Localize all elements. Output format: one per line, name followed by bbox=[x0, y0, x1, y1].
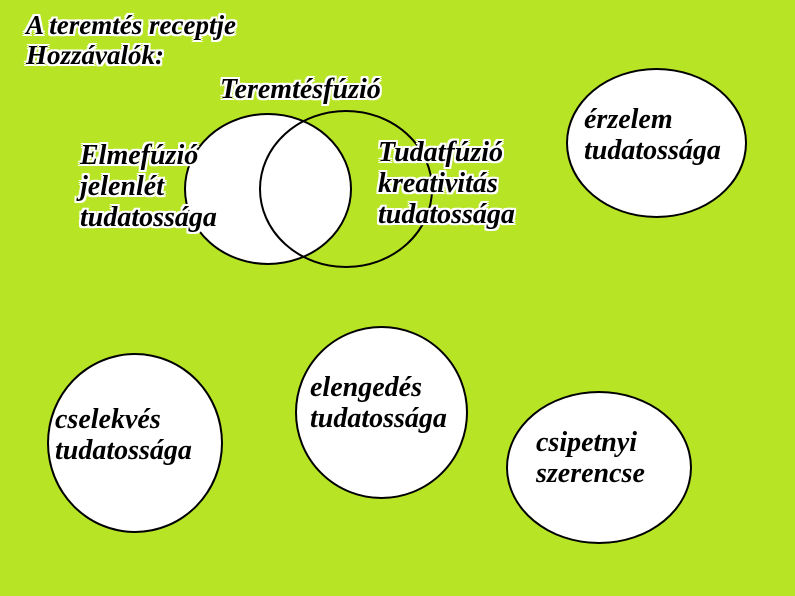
bubble-szerencse bbox=[506, 391, 692, 544]
bubble-cselekves-text: cselekvés tudatossága bbox=[55, 404, 192, 466]
venn-left-line-3: tudatossága bbox=[80, 202, 217, 233]
bubble-cselekves bbox=[47, 353, 223, 533]
bubble-szerencse-line-2: szerencse bbox=[536, 458, 645, 489]
bubble-elengedes-text: elengedés tudatossága bbox=[310, 372, 447, 434]
bubble-erzelem-line-2: tudatossága bbox=[584, 135, 721, 166]
bubble-elengedes-line-2: tudatossága bbox=[310, 403, 447, 434]
bubble-szerencse-text: csipetnyi szerencse bbox=[536, 427, 645, 489]
venn-left-line-1: Elmefúzió bbox=[80, 140, 199, 171]
bubble-elengedes-line-1: elengedés bbox=[310, 372, 422, 403]
venn-right-text: Tudatfúzió kreativitás tudatossága bbox=[378, 137, 515, 230]
venn-left-line-2: jelenlét bbox=[80, 171, 164, 202]
venn-right-line-2: kreativitás bbox=[378, 168, 498, 199]
bubble-erzelem-text: érzelem tudatossága bbox=[584, 104, 721, 166]
venn-right-ellipse bbox=[259, 110, 433, 268]
recipe-title: A teremtés receptje Hozzávalók: bbox=[26, 10, 236, 70]
title-line: A teremtés receptje bbox=[26, 10, 236, 40]
venn-right-line-1: Tudatfúzió bbox=[378, 137, 503, 168]
venn-right-line-3: tudatossága bbox=[378, 199, 515, 230]
venn-left-ellipse bbox=[184, 113, 352, 265]
venn-top-label: Teremtésfúzió bbox=[220, 74, 381, 105]
bubble-elengedes bbox=[295, 326, 468, 499]
bubble-cselekves-line-1: cselekvés bbox=[55, 404, 161, 435]
bubble-cselekves-line-2: tudatossága bbox=[55, 435, 192, 466]
bubble-erzelem bbox=[566, 68, 747, 218]
subtitle-line: Hozzávalók: bbox=[26, 40, 164, 70]
bubble-erzelem-line-1: érzelem bbox=[584, 104, 673, 135]
venn-left-text: Elmefúzió jelenlét tudatossága bbox=[80, 140, 217, 233]
bubble-szerencse-line-1: csipetnyi bbox=[536, 427, 638, 458]
